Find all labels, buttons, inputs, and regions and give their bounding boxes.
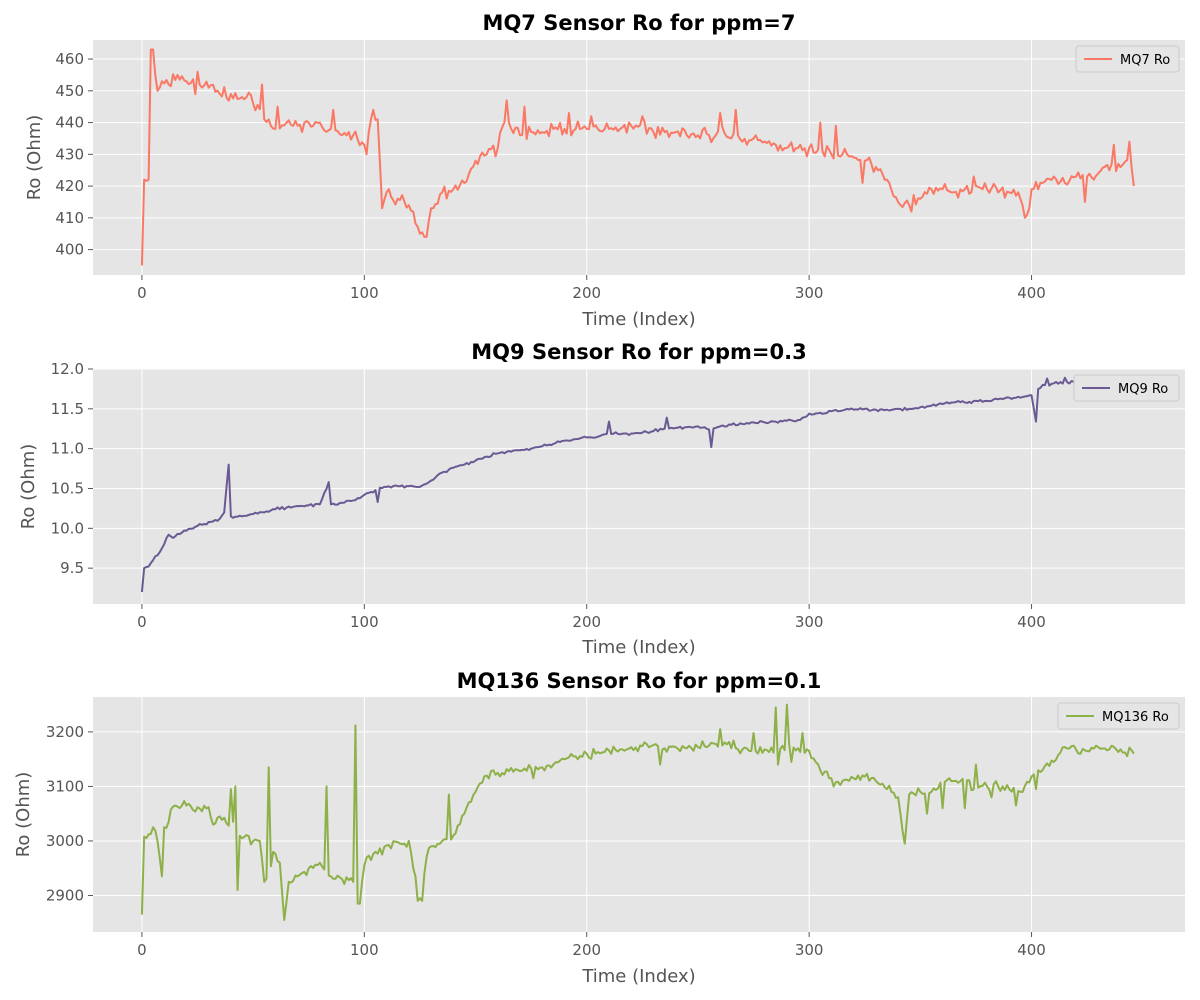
y-tick-label: 11.0 xyxy=(51,440,84,458)
y-tick-label: 10.0 xyxy=(51,519,84,537)
x-tick-label: 100 xyxy=(350,284,379,302)
y-tick-label: 3100 xyxy=(46,777,84,795)
chart-title: MQ9 Sensor Ro for ppm=0.3 xyxy=(471,340,806,364)
legend-box xyxy=(1075,45,1180,73)
x-tick-label: 400 xyxy=(1017,613,1046,631)
legend-label: MQ7 Ro xyxy=(1120,53,1170,68)
y-tick-label: 2900 xyxy=(46,886,84,904)
chart-mq7-panel: 0 100 200 300 400 400 410 420 430 440 450 460 MQ7 S… xyxy=(24,11,1185,330)
x-tick-label: 200 xyxy=(572,613,601,631)
y-tick-label: 410 xyxy=(55,209,84,227)
y-tick-label: 450 xyxy=(55,82,84,100)
y-axis-label: Ro (Ohm) xyxy=(18,444,39,530)
x-tick-label: 0 xyxy=(137,941,147,959)
x-tick-label: 100 xyxy=(350,941,379,959)
y-tick-label: 9.5 xyxy=(60,559,84,577)
series-line-mq7-ro xyxy=(140,48,1135,266)
y-tick-label: 460 xyxy=(55,50,84,68)
y-tick-label: 430 xyxy=(55,145,84,163)
y-tick-label: 10.5 xyxy=(51,479,84,497)
plot-area xyxy=(93,697,1185,932)
legend-label: MQ136 Ro xyxy=(1102,710,1169,725)
x-tick-label: 100 xyxy=(350,613,379,631)
series-line-mq136-ro xyxy=(140,703,1135,921)
legend-label: MQ9 Ro xyxy=(1118,382,1168,397)
chart-title: MQ136 Sensor Ro for ppm=0.1 xyxy=(457,669,822,693)
y-tick-label: 11.5 xyxy=(51,400,84,418)
y-axis-label: Ro (Ohm) xyxy=(13,772,34,858)
series-line-mq9-ro xyxy=(140,376,1121,593)
x-tick-label: 300 xyxy=(795,613,824,631)
plot-area xyxy=(93,369,1185,604)
plot-area xyxy=(93,40,1185,275)
y-axis-label: Ro (Ohm) xyxy=(24,115,45,201)
legend-box xyxy=(1057,702,1180,730)
x-axis-label: Time (Index) xyxy=(581,309,695,330)
x-tick-label: 300 xyxy=(795,284,824,302)
y-tick-label: 400 xyxy=(55,241,84,259)
x-tick-label: 200 xyxy=(572,941,601,959)
y-tick-label: 3000 xyxy=(46,832,84,850)
x-tick-label: 400 xyxy=(1017,284,1046,302)
y-tick-label: 420 xyxy=(55,177,84,195)
x-tick-label: 300 xyxy=(795,941,824,959)
y-tick-label: 12.0 xyxy=(51,360,84,378)
legend-box xyxy=(1073,374,1180,402)
x-tick-label: 0 xyxy=(137,284,147,302)
x-tick-label: 200 xyxy=(572,284,601,302)
y-tick-label: 440 xyxy=(55,114,84,132)
chart-mq9-panel: 0 100 200 300 400 9.5 10.0 10.5 11.0 11.5 12.0 MQ9… xyxy=(18,340,1185,658)
x-tick-label: 400 xyxy=(1017,941,1046,959)
chart-mq136-panel: 0 100 200 300 400 2900 3000 3100 3200 MQ136 Sens… xyxy=(13,669,1185,987)
y-tick-label: 3200 xyxy=(46,723,84,741)
x-axis-label: Time (Index) xyxy=(581,637,695,658)
x-axis-label: Time (Index) xyxy=(581,966,695,987)
x-tick-label: 0 xyxy=(137,613,147,631)
chart-title: MQ7 Sensor Ro for ppm=7 xyxy=(483,11,796,35)
